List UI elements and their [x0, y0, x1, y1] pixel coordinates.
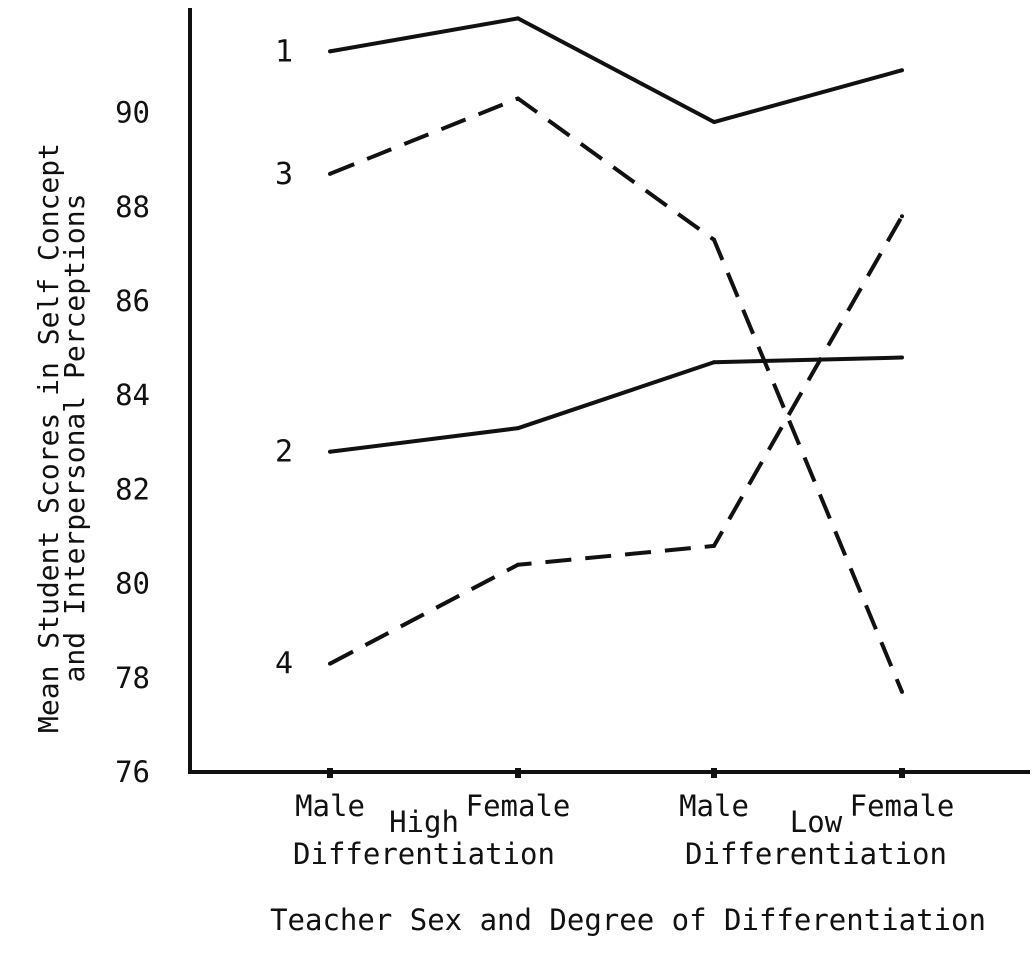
x-tick-label: Female — [850, 789, 955, 823]
y-tick-label: 84 — [115, 378, 150, 412]
data-point — [712, 543, 716, 548]
group-label-low-line1: Low — [790, 805, 843, 839]
series-group: 1 2 3 4 — [275, 16, 904, 694]
data-point — [900, 68, 904, 73]
y-tick-label: 88 — [115, 190, 150, 224]
data-point — [328, 449, 332, 454]
data-point — [516, 426, 520, 431]
group-label-high-line1: High — [389, 805, 459, 839]
series-label-4: 4 — [275, 647, 293, 682]
data-point — [516, 96, 520, 101]
data-point — [900, 355, 904, 360]
data-point — [900, 214, 904, 219]
series-label-2: 2 — [275, 435, 293, 470]
y-tick-label: 82 — [115, 472, 150, 506]
series-line-3 — [329, 96, 904, 693]
x-axis-title: Teacher Sex and Degree of Differentiatio… — [270, 903, 986, 937]
data-point — [900, 689, 904, 694]
x-tick-label: Male — [679, 789, 749, 823]
series-line-1 — [329, 16, 903, 125]
series-label-1: 1 — [275, 34, 293, 69]
series-label-3: 3 — [275, 157, 293, 192]
data-point — [328, 171, 332, 176]
data-point — [712, 360, 716, 365]
y-tick-label: 90 — [115, 96, 150, 130]
data-point — [328, 661, 332, 666]
y-axis-title-line1: Mean Student Scores in Self Concept — [32, 143, 65, 733]
data-point — [516, 562, 520, 567]
x-ticks: Male Female Male Female — [295, 768, 954, 823]
data-point — [516, 16, 520, 21]
y-tick-label: 86 — [115, 284, 150, 318]
series-line-2 — [329, 355, 903, 454]
y-axis-title-line2: and Interpersonal Perceptions — [58, 194, 91, 683]
x-tick-label: Male — [295, 789, 365, 823]
group-label-high-line2: Differentiation — [293, 837, 555, 871]
data-point — [712, 237, 716, 242]
y-tick-label: 76 — [115, 755, 150, 789]
y-tick-labels: 76 78 80 82 84 86 88 90 — [115, 96, 150, 789]
y-tick-label: 78 — [115, 661, 150, 695]
y-tick-label: 80 — [115, 567, 150, 601]
group-label-low-line2: Differentiation — [685, 837, 947, 871]
data-point — [712, 120, 716, 125]
x-tick-label: Female — [466, 789, 571, 823]
data-point — [328, 49, 332, 54]
